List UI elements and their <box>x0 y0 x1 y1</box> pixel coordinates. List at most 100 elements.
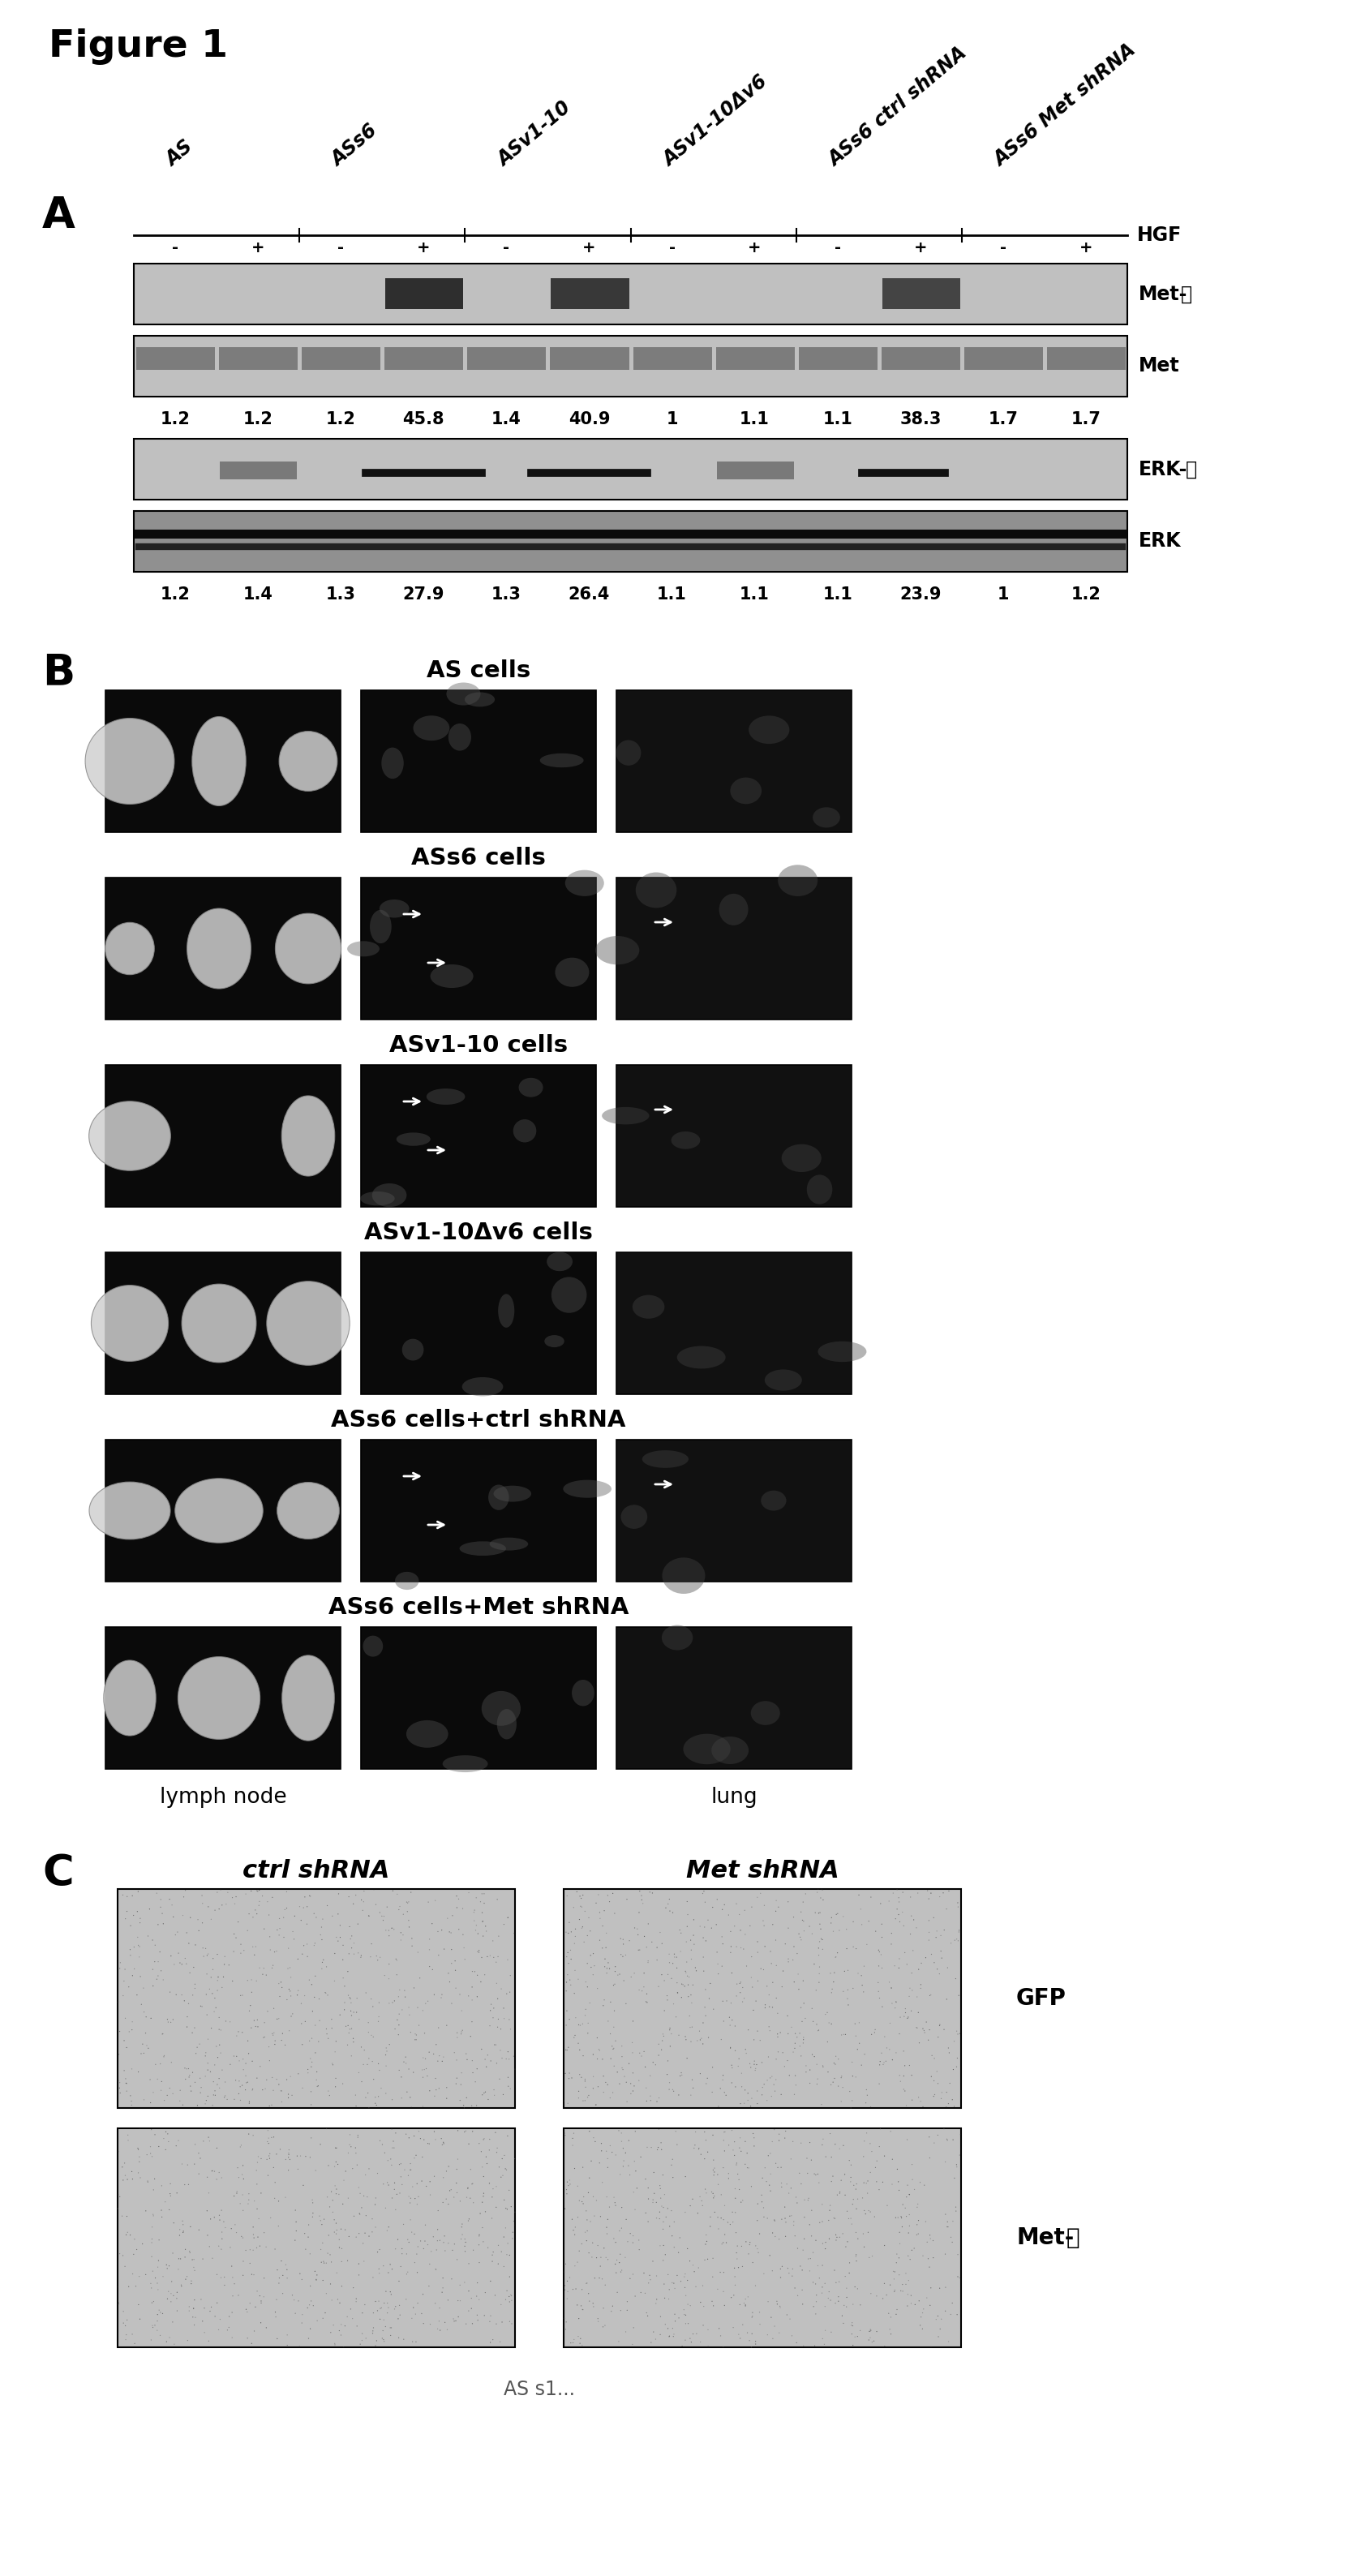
Point <box>298 2020 320 2061</box>
Point <box>346 2306 368 2347</box>
Point <box>786 2182 808 2223</box>
Point <box>366 2084 387 2125</box>
Point <box>472 1901 494 1942</box>
Point <box>652 2154 674 2195</box>
Point <box>405 2020 427 2061</box>
Point <box>245 2151 267 2192</box>
Point <box>487 2226 509 2267</box>
Point <box>222 2275 244 2316</box>
Point <box>753 1950 775 1991</box>
Point <box>159 2174 181 2215</box>
Point <box>338 1875 360 1917</box>
Point <box>208 2009 230 2050</box>
Point <box>196 2079 218 2120</box>
Point <box>178 1922 200 1963</box>
Ellipse shape <box>572 1680 594 1705</box>
Point <box>927 1947 949 1989</box>
Point <box>357 2012 379 2053</box>
Point <box>356 2177 378 2218</box>
Point <box>942 2079 964 2120</box>
Point <box>776 2249 798 2290</box>
Point <box>237 2061 259 2102</box>
Point <box>491 2138 513 2179</box>
Point <box>905 2007 927 2048</box>
Point <box>222 2293 244 2334</box>
Point <box>860 2123 882 2164</box>
Point <box>419 2174 441 2215</box>
Point <box>717 2202 739 2244</box>
Point <box>185 2298 207 2339</box>
Point <box>444 2177 465 2218</box>
Point <box>300 2045 322 2087</box>
Point <box>756 2079 778 2120</box>
Point <box>424 2058 446 2099</box>
Point <box>570 2318 591 2360</box>
Point <box>925 1917 947 1958</box>
Point <box>378 1984 400 2025</box>
Point <box>168 1942 190 1984</box>
Point <box>341 2009 363 2050</box>
Point <box>650 2123 672 2164</box>
Point <box>706 2197 728 2239</box>
Point <box>409 2221 431 2262</box>
Point <box>576 2210 598 2251</box>
Point <box>886 2233 908 2275</box>
Text: Met-: Met- <box>1139 283 1188 304</box>
Ellipse shape <box>750 1700 780 1726</box>
Point <box>756 2161 778 2202</box>
Point <box>163 2275 185 2316</box>
Point <box>778 2251 799 2293</box>
Point <box>327 1922 349 1963</box>
Point <box>841 2143 862 2184</box>
Text: AS s1...: AS s1... <box>504 2380 575 2398</box>
Point <box>392 2164 413 2205</box>
Point <box>256 2308 278 2349</box>
Point <box>801 2141 823 2182</box>
Point <box>925 1911 947 1953</box>
Point <box>493 1999 515 2040</box>
Point <box>617 2043 639 2084</box>
Point <box>401 2213 423 2254</box>
Ellipse shape <box>396 1571 419 1589</box>
Point <box>604 1893 626 1935</box>
Point <box>735 2277 757 2318</box>
Point <box>882 2164 904 2205</box>
Point <box>426 2228 448 2269</box>
Point <box>381 2249 402 2290</box>
Point <box>357 2038 379 2079</box>
Point <box>259 2040 281 2081</box>
Point <box>747 1960 769 2002</box>
Point <box>446 2239 468 2280</box>
Point <box>868 2063 890 2105</box>
Point <box>897 2164 919 2205</box>
Point <box>225 1917 246 1958</box>
Point <box>593 1891 615 1932</box>
Point <box>449 2280 471 2321</box>
Point <box>597 1942 619 1984</box>
Point <box>209 1870 231 1911</box>
Point <box>472 2221 494 2262</box>
Point <box>349 2192 371 2233</box>
Point <box>841 2306 862 2347</box>
Ellipse shape <box>616 739 641 765</box>
Point <box>303 2285 324 2326</box>
Point <box>671 1976 693 2017</box>
Point <box>357 2002 379 2043</box>
Point <box>622 2053 643 2094</box>
Point <box>504 2138 526 2179</box>
Point <box>949 2257 971 2298</box>
Point <box>642 1873 664 1914</box>
Text: ASv1-10 cells: ASv1-10 cells <box>389 1033 568 1056</box>
Point <box>407 1986 428 2027</box>
Point <box>882 1873 904 1914</box>
Point <box>802 2262 824 2303</box>
Point <box>346 2115 368 2156</box>
Point <box>727 2226 749 2267</box>
Point <box>494 2208 516 2249</box>
Point <box>597 2063 619 2105</box>
Point <box>260 2084 282 2125</box>
Point <box>192 1901 214 1942</box>
Point <box>494 2280 516 2321</box>
Text: 1: 1 <box>667 412 678 428</box>
Point <box>747 2231 769 2272</box>
